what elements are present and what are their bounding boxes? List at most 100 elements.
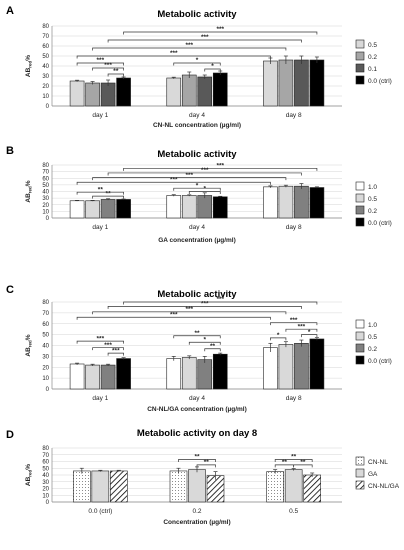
y-tick-label: 70 — [42, 34, 49, 40]
bar — [116, 358, 131, 390]
significance-bracket — [270, 337, 287, 341]
significance-label: ** — [106, 190, 112, 197]
y-tick-label: 20 — [42, 203, 49, 209]
y-tick-label: 80 — [42, 446, 49, 452]
significance-label: *** — [112, 347, 120, 354]
significance-bracket — [188, 191, 221, 194]
y-tick-label: 70 — [42, 311, 49, 317]
legend-swatch — [355, 480, 365, 490]
bar — [69, 363, 85, 390]
significance-bracket — [92, 67, 124, 71]
significance-bracket — [92, 177, 287, 181]
bar — [278, 344, 294, 390]
y-tick-label: 10 — [42, 94, 49, 100]
panel-letter: D — [6, 429, 14, 441]
legend-label: GA — [368, 471, 378, 478]
legend-swatch — [355, 193, 365, 203]
chart-title: Metabolic activity on day 8 — [137, 428, 257, 439]
x-axis-label: GA concentration (µg/ml) — [158, 237, 236, 244]
bar — [197, 359, 213, 390]
significance-label: *** — [216, 296, 224, 303]
significance-label: ** — [210, 343, 216, 350]
bar — [166, 358, 182, 390]
y-tick-label: 20 — [42, 365, 49, 371]
bar — [309, 187, 325, 219]
x-tick-label: 0.5 — [289, 508, 298, 515]
significance-bracket — [107, 352, 124, 356]
chart-panel-d: D Metabolic activity on day 8 010203040506… — [6, 428, 400, 526]
legend-label: 0.0 (ctrl) — [368, 220, 392, 227]
legend-label: 0.2 — [368, 54, 377, 61]
significance-bracket — [274, 459, 313, 462]
significance-bracket — [173, 335, 221, 339]
significance-bracket — [301, 334, 318, 338]
significance-bracket — [204, 68, 221, 72]
significance-label: * — [203, 336, 206, 343]
chart-title: Metabolic activity — [157, 149, 237, 160]
significance-bracket — [204, 348, 221, 352]
legend: 0.5 0.2 0.1 0.0 (ctrl) — [355, 39, 392, 85]
significance-bracket — [107, 39, 302, 43]
significance-label: * — [196, 182, 199, 189]
legend-swatch — [355, 205, 365, 215]
significance-bracket — [76, 55, 271, 59]
y-tick-label: 10 — [42, 209, 49, 215]
significance-label: *** — [97, 57, 105, 64]
bar — [69, 80, 85, 107]
y-tick-label: 0 — [46, 104, 50, 110]
y-tick-label: 0 — [46, 216, 50, 222]
significance-bracket — [76, 181, 271, 185]
significance-bracket — [123, 31, 318, 35]
x-axis-label: CN-NL concentration (µg/ml) — [153, 122, 241, 129]
y-tick-label: 60 — [42, 460, 49, 466]
legend-label: 0.1 — [368, 66, 377, 73]
bar — [181, 357, 197, 390]
y-tick-label: 30 — [42, 74, 49, 80]
significance-label: * — [277, 332, 280, 339]
y-axis-label: ABred% — [25, 464, 33, 486]
panel-letter: B — [6, 145, 14, 157]
bar — [263, 347, 278, 390]
significance-bracket — [123, 167, 318, 171]
significance-bracket — [107, 73, 124, 77]
significance-label: *** — [216, 26, 224, 33]
legend-label: 0.2 — [368, 208, 377, 215]
bar — [212, 196, 228, 219]
chart-panel-c: C Metabolic activity 0 10 20 30 40 50 60 70 80 ABre… — [6, 284, 392, 413]
x-axis-label: Concentration (µg/ml) — [163, 519, 230, 526]
significance-bracket — [76, 316, 271, 320]
significance-bracket — [92, 195, 124, 199]
significance-bracket — [270, 322, 318, 326]
y-axis-label: ABred% — [25, 334, 33, 356]
legend-swatch — [355, 355, 365, 365]
bar — [263, 60, 278, 107]
y-tick-label: 0 — [46, 387, 50, 393]
bar — [73, 470, 91, 503]
bar — [116, 199, 131, 219]
significance-label: * — [211, 63, 214, 70]
significance-label: ** — [194, 330, 200, 337]
significance-bracket — [293, 464, 313, 468]
legend-label: 1.0 — [368, 322, 377, 329]
y-tick-label: 60 — [42, 176, 49, 182]
bar — [169, 470, 188, 503]
significance-bracket — [196, 464, 216, 468]
legend-swatch — [355, 456, 365, 466]
significance-label: ** — [98, 186, 104, 193]
significance-bracket — [188, 341, 221, 345]
bar — [303, 474, 321, 503]
y-axis-label: ABred% — [25, 180, 33, 202]
x-axis-label: CN-NL/GA concentration (µg/ml) — [147, 406, 247, 413]
y-tick-label: 80 — [42, 163, 49, 169]
bar — [100, 199, 116, 219]
significance-label: ** — [300, 459, 306, 466]
bar — [284, 469, 303, 503]
y-axis-label: ABred% — [25, 55, 33, 77]
x-tick-label: 0.2 — [192, 508, 201, 515]
bar — [266, 471, 284, 503]
y-tick-label: 20 — [42, 487, 49, 493]
legend-swatch — [355, 39, 365, 49]
bar — [181, 195, 197, 219]
legend-label: 0.5 — [368, 196, 377, 203]
